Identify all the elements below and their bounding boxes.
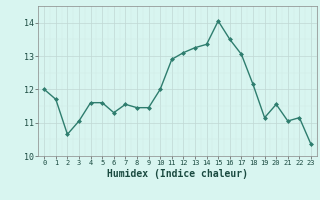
X-axis label: Humidex (Indice chaleur): Humidex (Indice chaleur) xyxy=(107,169,248,179)
